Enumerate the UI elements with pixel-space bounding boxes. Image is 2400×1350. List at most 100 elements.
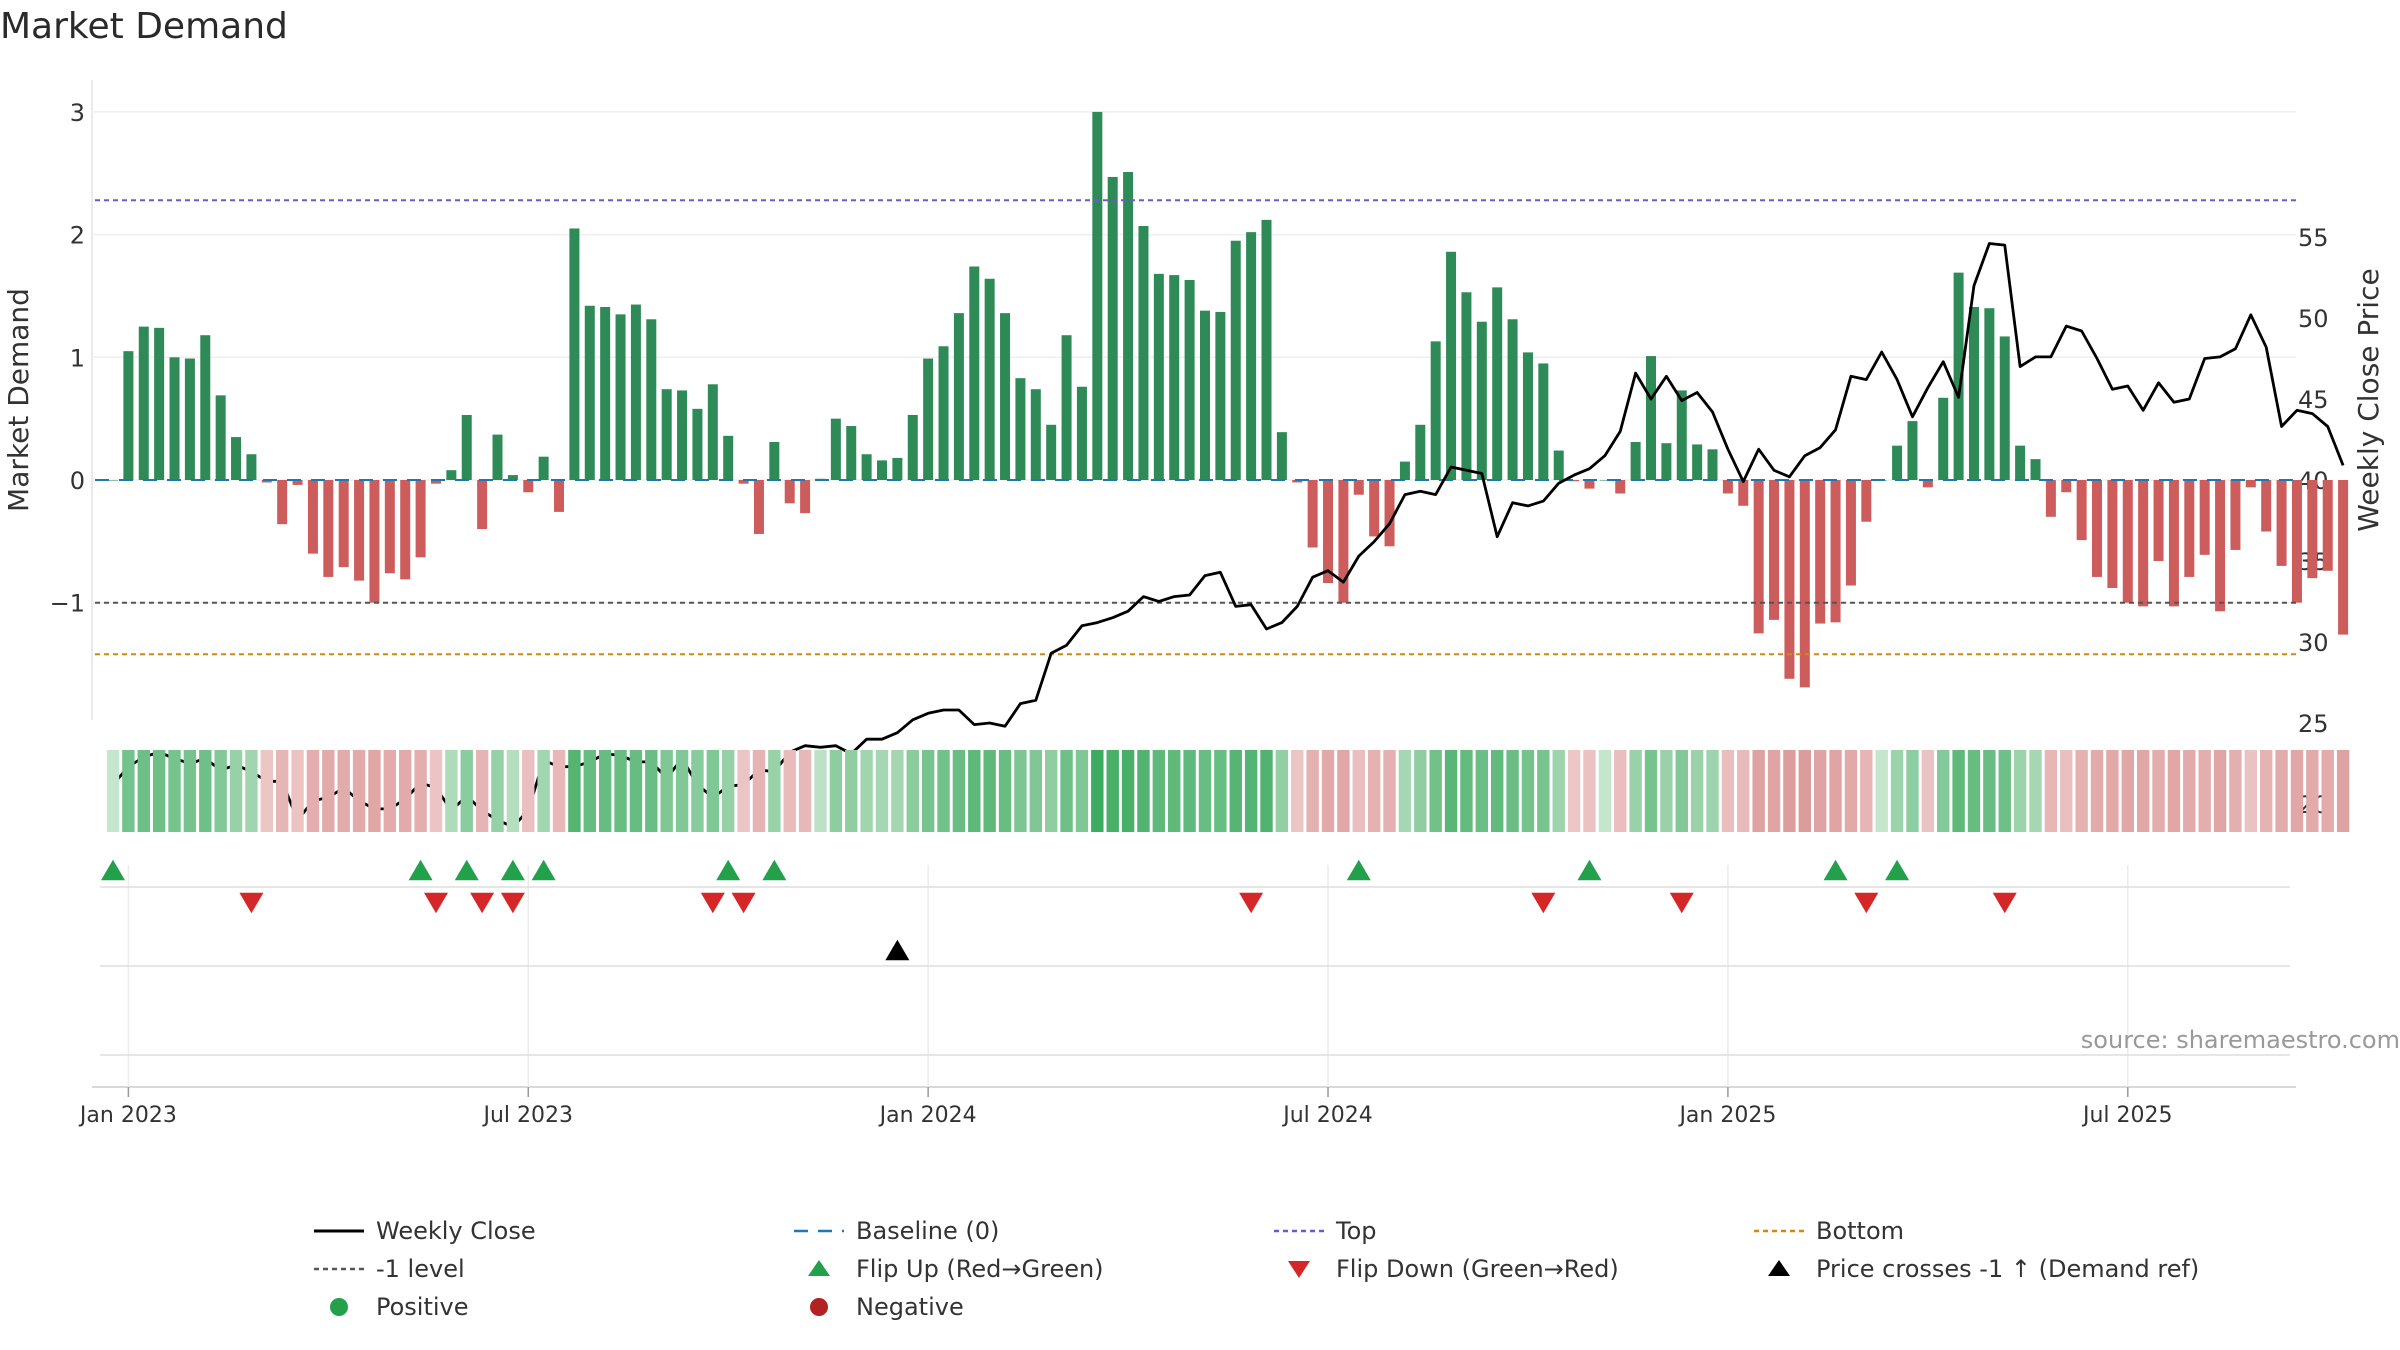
demand-bar (1799, 480, 1810, 688)
demand-bar (430, 480, 441, 484)
source-label: source: sharemaestro.com (2081, 1026, 2400, 1054)
demand-bar (984, 278, 995, 480)
heat-cell (1383, 750, 1396, 832)
demand-bar (1922, 480, 1933, 488)
demand-bar (1476, 321, 1487, 480)
heat-cell (768, 750, 781, 832)
demand-bar (1369, 480, 1380, 537)
demand-bar (2199, 480, 2210, 555)
heat-cell (1875, 750, 1888, 832)
demand-bar (2153, 480, 2164, 561)
flip-down-marker (500, 892, 525, 914)
demand-bar (1953, 272, 1964, 480)
demand-bar (1584, 480, 1595, 489)
x-tick-label: Jul 2024 (1281, 1103, 1373, 1128)
heat-cell (783, 750, 796, 832)
demand-bar (877, 460, 887, 480)
heat-cell (1260, 750, 1273, 832)
heat-cell (706, 750, 720, 832)
heat-cell (168, 750, 181, 832)
demand-bar (1399, 461, 1410, 480)
legend-label: -1 level (376, 1255, 465, 1283)
demand-bar (1292, 480, 1303, 483)
legend-label: Price crosses -1 ↑ (Demand ref) (1816, 1255, 2200, 1283)
heat-cell (2152, 750, 2165, 832)
heat-cell (1767, 750, 1781, 832)
heat-cell (2060, 750, 2073, 832)
demand-bar (307, 480, 318, 554)
legend-symbol-close (314, 1229, 364, 1233)
heat-cell (1567, 750, 1581, 832)
heat-cell (1629, 750, 1642, 832)
demand-bar (1430, 341, 1441, 480)
legend-item-bottom: Bottom (1740, 1216, 1904, 1246)
heat-cell (429, 750, 443, 832)
demand-bar (2322, 480, 2333, 571)
demand-bar (1707, 449, 1718, 480)
heat-cell (1552, 750, 1565, 832)
heat-cell (1752, 750, 1765, 832)
heat-cell (722, 750, 735, 832)
heat-cell (491, 750, 504, 832)
demand-bar (1676, 390, 1687, 480)
heat-cell (1690, 750, 1704, 832)
heat-cell (875, 750, 889, 832)
legend-symbol-negative (810, 1298, 828, 1316)
legend-label: Negative (856, 1293, 964, 1321)
demand-bar (1553, 450, 1564, 480)
heat-cell (891, 750, 904, 832)
demand-bar (507, 475, 518, 480)
demand-bar (108, 480, 118, 481)
demand-bar (1461, 292, 1472, 480)
heat-cell (1906, 750, 1919, 832)
heat-cell (1998, 750, 2011, 832)
demand-bar (2168, 480, 2179, 607)
heat-cell (2075, 750, 2088, 832)
heat-cell (691, 750, 704, 832)
demand-bar (907, 414, 918, 480)
demand-bar (1692, 444, 1703, 480)
heat-cell (2336, 750, 2350, 832)
legend-item-flipdown: Flip Down (Green→Red) (1260, 1254, 1619, 1284)
demand-bar (1753, 480, 1764, 634)
legend-label: Flip Up (Red→Green) (856, 1255, 1104, 1283)
heat-cell (1306, 750, 1319, 832)
heat-cell (260, 750, 273, 832)
heat-cell (1890, 750, 1904, 832)
demand-bar (1246, 232, 1257, 480)
heat-cell (1675, 750, 1688, 832)
flip-up-marker (454, 859, 479, 881)
heat-cell (414, 750, 427, 832)
heat-cell (1106, 750, 1119, 832)
y-tick-label: 0 (70, 467, 85, 495)
heat-cell (1121, 750, 1135, 832)
demand-bar (2184, 480, 2195, 577)
legend-label: Positive (376, 1293, 469, 1321)
heat-cell (552, 750, 566, 832)
demand-bar (1538, 363, 1549, 480)
heat-cell (368, 750, 381, 832)
heat-cell (460, 750, 473, 832)
demand-bar (1076, 386, 1087, 480)
flip-down-marker (1854, 892, 1879, 914)
heat-cell (860, 750, 873, 832)
heat-cell (1321, 750, 1335, 832)
heat-cell (2167, 750, 2181, 832)
heat-cell (399, 750, 412, 832)
demand-bar (338, 480, 349, 568)
heat-cell (1644, 750, 1658, 832)
heat-cell (2090, 750, 2104, 832)
heat-cell (2198, 750, 2211, 832)
demand-bar (1338, 480, 1349, 603)
heat-cell (2244, 750, 2258, 832)
demand-bar (2122, 480, 2133, 603)
heat-cell (983, 750, 996, 832)
heat-cell (2121, 750, 2134, 832)
demand-bar (400, 480, 411, 580)
heat-cell (1367, 750, 1381, 832)
legend-item-minus1: -1 level (300, 1254, 465, 1284)
demand-bar (1384, 480, 1395, 547)
x-tick-label: Jan 2025 (1677, 1103, 1776, 1128)
y-axis-title: Market Demand (2, 288, 35, 512)
demand-bar (1845, 480, 1856, 586)
